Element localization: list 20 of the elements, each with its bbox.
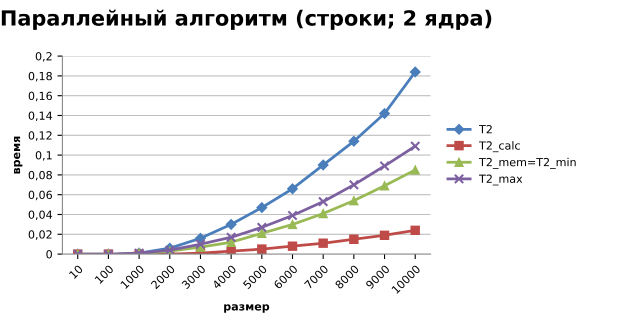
y-tick-label: 0,12 <box>28 131 52 141</box>
y-tick-label: 0,2 <box>36 52 52 62</box>
y-tick-label: 0,02 <box>28 230 52 240</box>
legend-label: T2 <box>479 124 492 134</box>
y-tick-label: 0,08 <box>28 170 52 180</box>
y-tick-label: 0,18 <box>28 72 52 82</box>
y-tick-label: 0,04 <box>28 210 52 220</box>
y-tick-label: 0,1 <box>36 151 52 161</box>
x-tick-label: 10 <box>68 264 84 280</box>
legend-label: T2_max <box>479 174 522 186</box>
legend-label: T2_calc <box>479 141 520 152</box>
y-tick-label: 0,06 <box>28 190 52 200</box>
x-axis-title: размер <box>224 304 270 313</box>
x-tick-label: 100 <box>94 264 114 284</box>
y-axis-title: время <box>14 136 22 174</box>
legend-label: T2_mem=T2_min <box>479 158 576 169</box>
chart-title: Параллейный алгоритм (строки; 2 ядра) <box>2 10 492 30</box>
y-tick-label: 0,16 <box>28 92 52 102</box>
y-tick-label: 0,14 <box>28 111 52 122</box>
y-tick-label: 0 <box>46 250 52 258</box>
